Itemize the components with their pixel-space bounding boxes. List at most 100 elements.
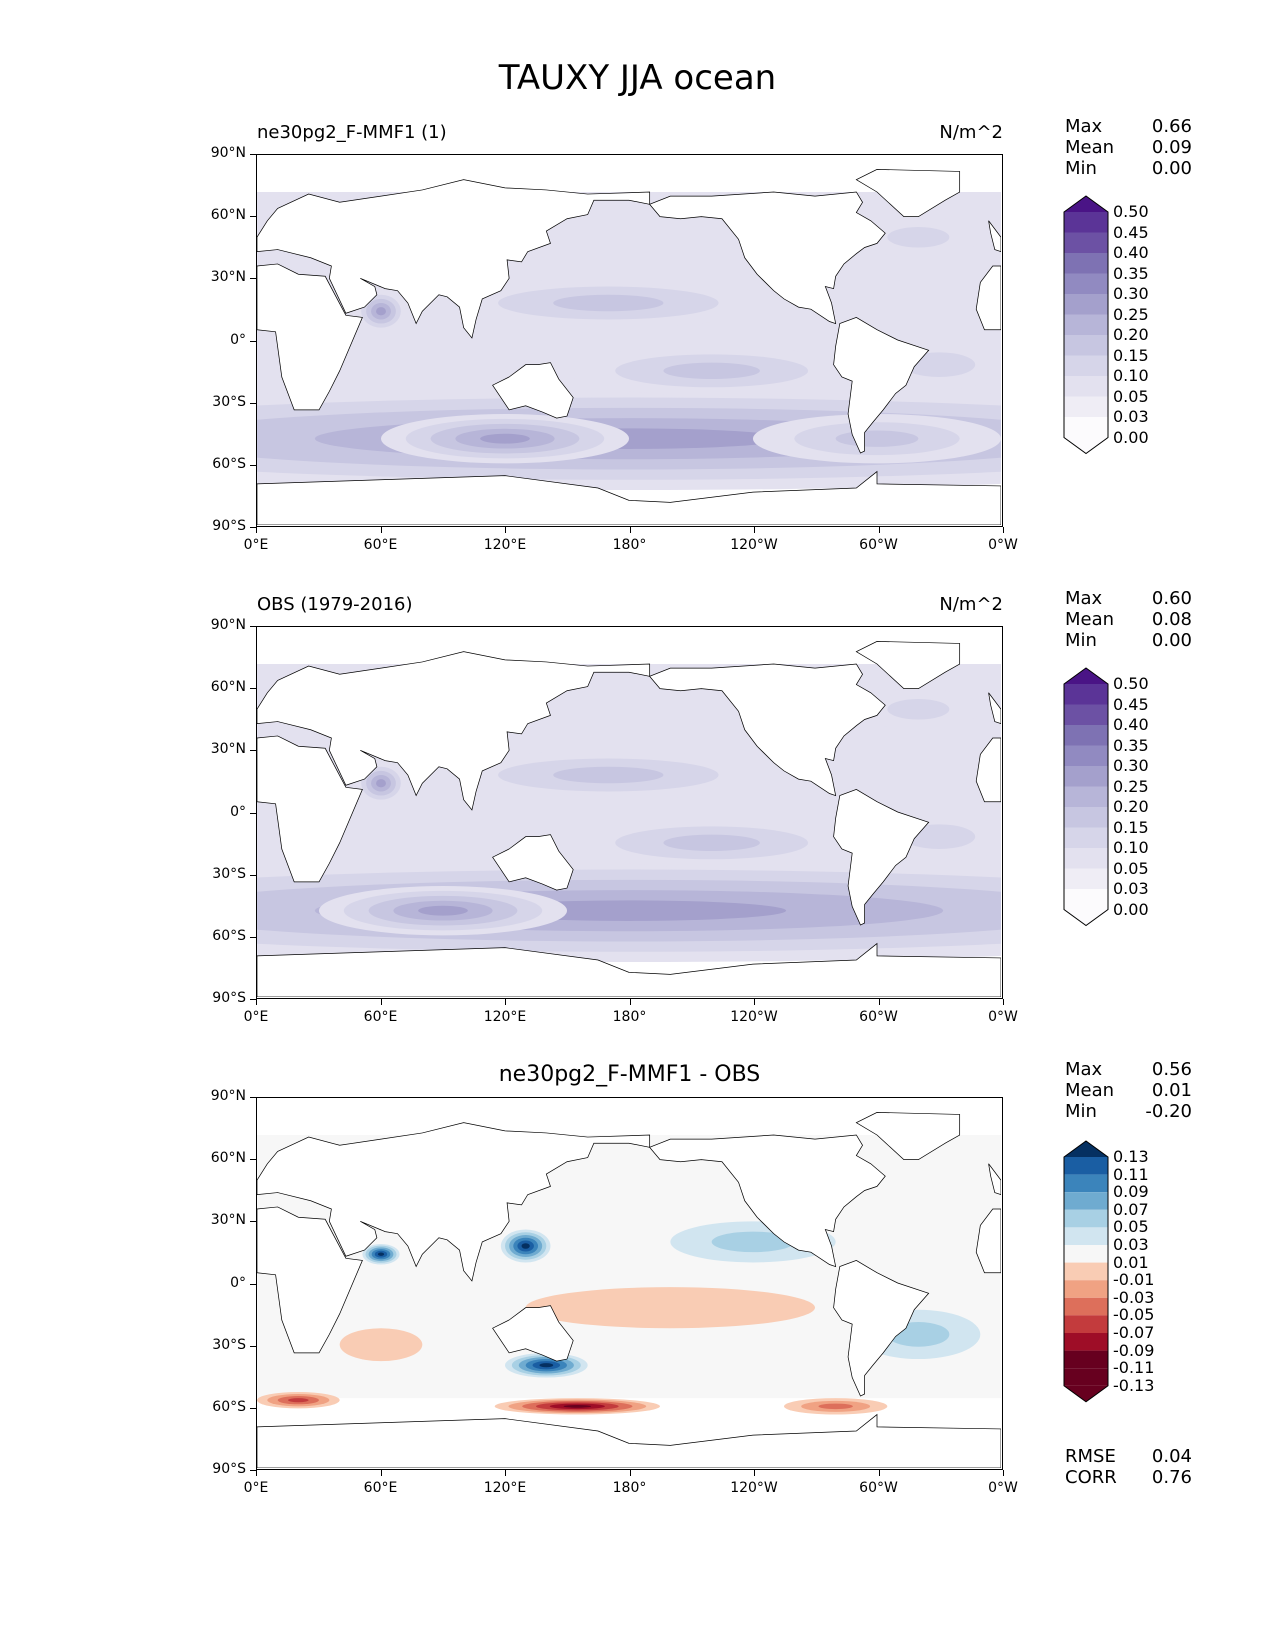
panel-diff-title: ne30pg2_F-MMF1 - OBS — [498, 1062, 761, 1087]
coastline — [257, 651, 651, 811]
lon-tick-label: 0°W — [988, 1009, 1018, 1025]
contour-region — [553, 294, 664, 312]
colorbar-segment — [1064, 889, 1108, 910]
colorbar-tick-label: 0.05 — [1113, 386, 1149, 406]
colorbar-tick-label: 0.35 — [1113, 263, 1149, 283]
contour-region — [376, 779, 386, 788]
colorbar-segment — [1064, 1192, 1108, 1210]
contour-region — [887, 698, 950, 720]
colorbar-extend-top — [1064, 1141, 1108, 1157]
lon-tick-label: 120°W — [730, 1009, 778, 1025]
colorbar-segment — [1064, 1227, 1108, 1245]
lon-tick-mark — [754, 999, 755, 1005]
contour-region — [818, 1403, 853, 1410]
lat-tick-label: 90°S — [212, 990, 246, 1006]
colorbar-tick-label: 0.15 — [1113, 817, 1149, 837]
metric-rmse: RMSE 0.04 — [1065, 1446, 1192, 1467]
lon-tick-mark — [878, 999, 880, 1005]
lon-tick-label: 180° — [612, 1009, 647, 1025]
lat-tick-label: 90°N — [210, 1088, 246, 1104]
coastline — [855, 641, 961, 690]
lat-tick-mark — [250, 1345, 256, 1347]
lat-tick-mark — [250, 1159, 256, 1161]
lon-tick-mark — [1003, 527, 1004, 533]
lon-tick-label: 60°W — [859, 1009, 898, 1025]
contour-region — [553, 766, 664, 784]
lat-tick-mark — [250, 340, 256, 342]
colorbar-segment — [1064, 294, 1108, 315]
colorbar-segment — [1064, 725, 1108, 746]
colorbar-tick-label: 0.35 — [1113, 735, 1149, 755]
lat-tick-mark — [250, 626, 256, 627]
panel-diff-stats: Max 0.56 Mean 0.01 Min -0.20 — [1065, 1059, 1192, 1122]
coastline — [257, 179, 651, 339]
colorbar-tick-label: 0.45 — [1113, 694, 1149, 714]
panel-obs-units: N/m^2 — [939, 594, 1003, 615]
colorbar-outline — [1063, 1140, 1109, 1403]
lat-tick-mark — [250, 1221, 256, 1223]
colorbar-segment — [1064, 827, 1108, 848]
colorbar-segment — [1064, 766, 1108, 787]
figure-title: TAUXY JJA ocean — [498, 58, 777, 98]
lon-tick-mark — [256, 527, 257, 533]
coastline — [649, 191, 886, 325]
colorbar-tick-label: 0.40 — [1113, 715, 1149, 734]
lat-tick-mark — [250, 874, 256, 876]
colorbar-segment — [1064, 1157, 1108, 1175]
colorbar-outline — [1063, 195, 1109, 455]
coastline — [257, 470, 1001, 525]
colorbar-tick-label: 0.30 — [1113, 284, 1149, 303]
lat-tick-mark — [250, 154, 256, 155]
coastline — [257, 263, 363, 411]
lon-tick-label: 180° — [612, 1480, 647, 1496]
colorbar-tick-label: 0.10 — [1113, 366, 1149, 385]
lon-tick-label: 60°W — [859, 1480, 898, 1496]
colorbar-segment — [1064, 417, 1108, 438]
colorbar-graphic — [1063, 667, 1109, 927]
lon-tick-mark — [505, 1470, 506, 1476]
colorbar-tick-label: 0.40 — [1113, 243, 1149, 262]
lat-tick-label: 60°N — [210, 679, 246, 696]
colorbar-tick-label: 0.50 — [1113, 674, 1149, 693]
colorbar-segment — [1064, 273, 1108, 294]
colorbar-segment — [1064, 1315, 1108, 1333]
panel-diff-map — [256, 1097, 1003, 1470]
colorbar-extend-bottom — [1064, 1385, 1108, 1402]
lat-tick-label: 60°S — [212, 927, 246, 944]
coastline — [988, 1163, 1001, 1195]
colorbar-segment — [1064, 1174, 1108, 1193]
stat-mean: Mean 0.01 — [1065, 1080, 1192, 1101]
colorbar-segment — [1064, 1280, 1108, 1298]
lon-tick-mark — [629, 527, 631, 533]
contour-region — [887, 226, 950, 248]
lat-tick-label: 60°N — [210, 1150, 246, 1167]
stat-max: Max 0.56 — [1065, 1059, 1192, 1080]
contour-region — [288, 1398, 309, 1403]
colorbar-tick-label: 0.25 — [1113, 304, 1149, 324]
coastline — [492, 834, 574, 891]
colorbar-tick-label: 0.15 — [1113, 345, 1149, 365]
colorbar-segment — [1064, 1262, 1108, 1281]
coastline — [975, 1208, 1001, 1274]
stat-max: Max 0.66 — [1065, 116, 1192, 137]
colorbar-graphic — [1063, 1140, 1109, 1403]
lat-tick-mark — [250, 1407, 256, 1409]
colorbar-segment — [1064, 314, 1108, 335]
contour-region — [339, 1328, 423, 1362]
colorbar-tick-label: -0.05 — [1113, 1305, 1155, 1325]
colorbar-tick-label: 0.09 — [1113, 1182, 1149, 1202]
colorbar-tick-label: -0.11 — [1113, 1358, 1155, 1378]
lat-tick-mark — [250, 1097, 256, 1098]
colorbar-segment — [1064, 212, 1108, 233]
lon-tick-label: 0°E — [243, 537, 269, 553]
panel-model-map — [256, 154, 1003, 527]
colorbar-segment — [1064, 1245, 1108, 1263]
panel-diff-metrics: RMSE 0.04 CORR 0.76 — [1065, 1446, 1192, 1488]
panel-model-colorbar: 0.50 0.45 0.40 0.35 0.30 0.25 0.20 0.15 0.10 0.05… — [1063, 195, 1149, 455]
lat-tick-label: 90°S — [212, 1461, 246, 1477]
lon-tick-label: 120°E — [483, 1480, 527, 1496]
colorbar-tick-label: 0.03 — [1113, 407, 1149, 426]
lat-tick-mark — [250, 1470, 256, 1471]
lon-tick-label: 60°E — [363, 537, 398, 553]
contour-region — [539, 1363, 554, 1368]
